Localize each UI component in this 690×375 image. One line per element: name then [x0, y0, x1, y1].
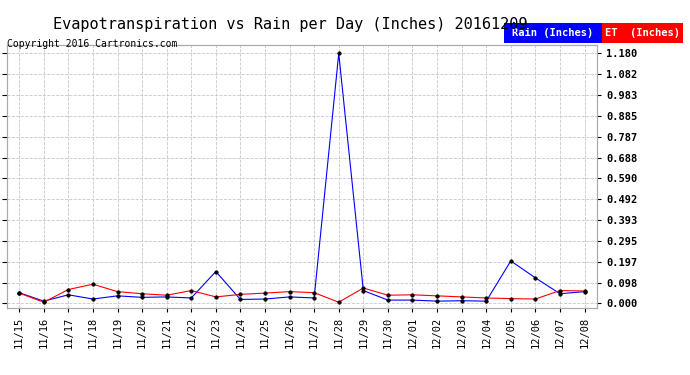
Text: Rain (Inches): Rain (Inches) — [513, 28, 593, 38]
Text: Evapotranspiration vs Rain per Day (Inches) 20161209: Evapotranspiration vs Rain per Day (Inch… — [52, 17, 527, 32]
Bar — [504, 22, 602, 43]
Text: ET  (Inches): ET (Inches) — [605, 28, 680, 38]
Bar — [602, 22, 683, 43]
Text: Copyright 2016 Cartronics.com: Copyright 2016 Cartronics.com — [7, 39, 177, 50]
